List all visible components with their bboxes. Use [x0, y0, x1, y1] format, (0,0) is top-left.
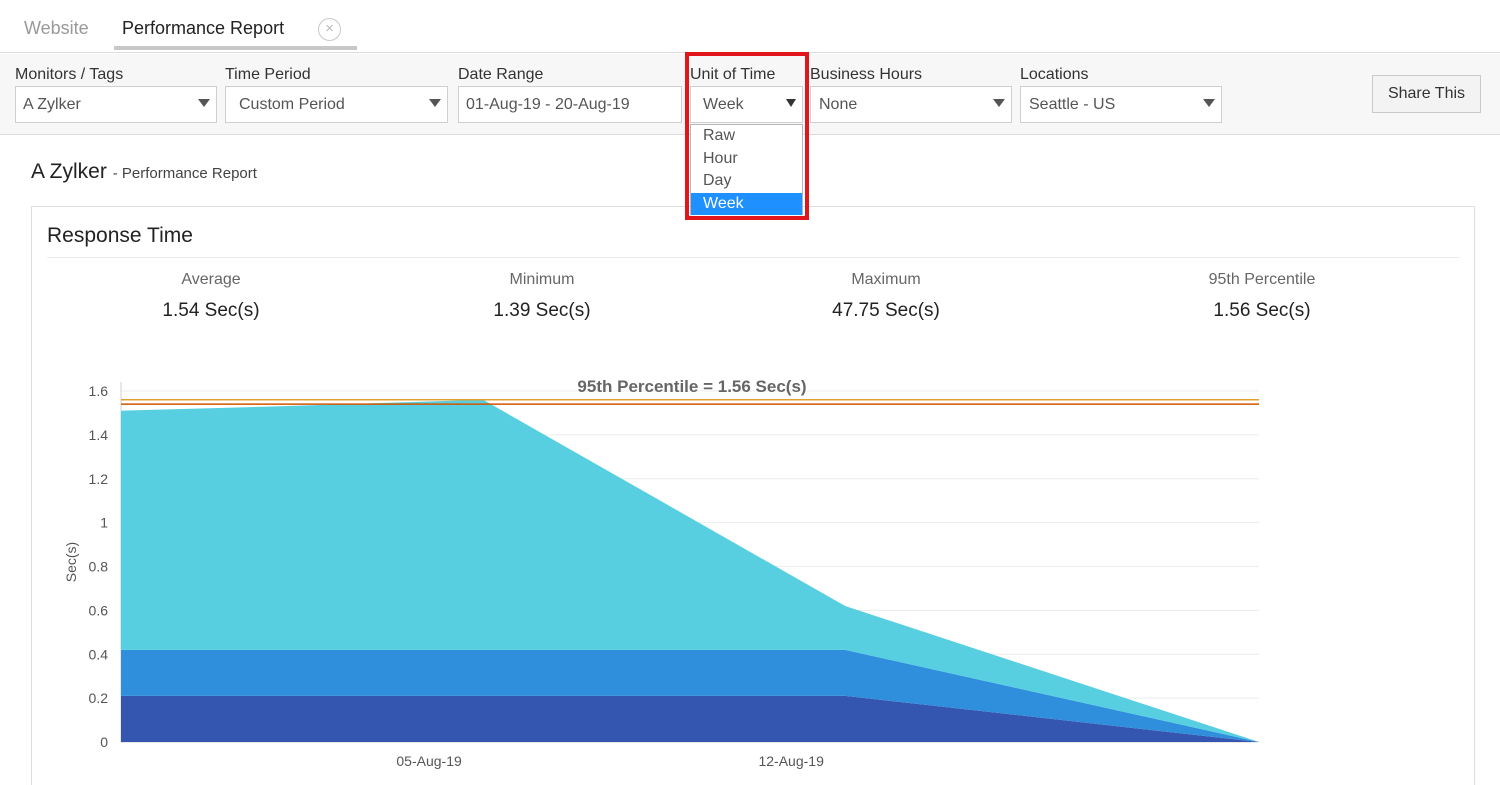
stat-value: 1.56 Sec(s) — [1213, 300, 1311, 321]
highlight-box — [685, 52, 809, 220]
report-subtitle: - Performance Report — [112, 165, 257, 182]
unit-of-time-dropdown: Raw Hour Day Week — [690, 124, 803, 215]
tab-performance-report[interactable]: Performance Report — [122, 18, 285, 38]
y-tick-label: 1 — [100, 515, 108, 531]
time-period-select[interactable]: Custom Period — [225, 86, 448, 123]
stat-value: 47.75 Sec(s) — [832, 300, 940, 321]
option-day[interactable]: Day — [703, 172, 732, 189]
stat-minimum: Minimum 1.39 Sec(s) — [392, 271, 692, 322]
chevron-down-icon — [1203, 99, 1215, 107]
y-tick-label: 0.4 — [89, 646, 109, 662]
page-title: A Zylker - Performance Report — [31, 160, 257, 184]
option-week[interactable]: Week — [691, 192, 802, 215]
time-period-value: Custom Period — [239, 96, 345, 113]
locations-value: Seattle - US — [1029, 96, 1116, 113]
x-tick-label: 05-Aug-19 — [396, 753, 462, 769]
p95-label: 95th Percentile = 1.56 Sec(s) — [577, 377, 806, 396]
date-range-label: Date Range — [458, 66, 544, 83]
chevron-down-icon — [993, 99, 1005, 107]
business-hours-label: Business Hours — [810, 66, 923, 83]
active-tab-indicator — [114, 46, 357, 50]
stat-maximum: Maximum 47.75 Sec(s) — [736, 271, 1036, 322]
business-hours-select[interactable]: None — [810, 86, 1012, 123]
tab-website[interactable]: Website — [24, 18, 89, 38]
area-series-2 — [121, 649, 1259, 742]
y-tick-label: 1.4 — [89, 427, 109, 443]
y-tick-label: 0 — [100, 734, 108, 750]
locations-select[interactable]: Seattle - US — [1020, 86, 1222, 123]
y-tick-label: 1.6 — [89, 383, 109, 399]
chevron-down-icon — [198, 99, 210, 107]
stat-value: 1.54 Sec(s) — [162, 300, 260, 321]
tab-bar: Website Performance Report × — [0, 0, 1500, 53]
stat-average: Average 1.54 Sec(s) — [61, 271, 361, 322]
date-range-value: 01-Aug-19 - 20-Aug-19 — [466, 96, 630, 113]
chevron-down-icon — [429, 99, 441, 107]
option-hour[interactable]: Hour — [703, 149, 738, 167]
option-raw[interactable]: Raw — [703, 127, 736, 144]
report-monitor-name: A Zylker — [31, 160, 107, 183]
locations-label: Locations — [1020, 66, 1089, 83]
unit-of-time-select[interactable]: Week — [690, 86, 803, 123]
close-icon[interactable]: × — [318, 18, 341, 41]
y-tick-label: 0.6 — [89, 602, 109, 618]
business-hours-value: None — [819, 96, 858, 113]
stat-95th-percentile: 95th Percentile 1.56 Sec(s) — [1112, 271, 1412, 322]
stat-value: 1.39 Sec(s) — [493, 300, 591, 321]
stat-label: Minimum — [509, 271, 575, 288]
divider — [47, 257, 1460, 258]
date-range-field[interactable]: 01-Aug-19 - 20-Aug-19 — [458, 86, 682, 123]
y-axis-title: Sec(s) — [63, 542, 79, 582]
stat-label: Maximum — [851, 271, 921, 288]
chevron-down-icon — [786, 99, 796, 107]
time-period-label: Time Period — [225, 66, 311, 83]
stat-label: Average — [181, 271, 241, 288]
monitors-label: Monitors / Tags — [15, 66, 124, 83]
panel-title: Response Time — [47, 224, 193, 247]
monitors-value: A Zylker — [23, 96, 81, 113]
unit-of-time-value: Week — [703, 96, 744, 113]
area-series-3 — [121, 399, 1259, 742]
share-button[interactable]: Share This — [1372, 75, 1481, 113]
x-tick-label: 12-Aug-19 — [758, 753, 824, 769]
y-tick-label: 0.8 — [89, 559, 109, 575]
y-tick-label: 0.2 — [89, 690, 109, 706]
stat-label: 95th Percentile — [1208, 271, 1316, 288]
unit-of-time-label: Unit of Time — [690, 66, 776, 83]
filter-bar: Monitors / Tags A Zylker Time Period Cus… — [0, 54, 1500, 135]
y-tick-label: 1.2 — [89, 471, 109, 487]
monitors-select[interactable]: A Zylker — [15, 86, 217, 123]
area-series-1 — [121, 695, 1259, 742]
